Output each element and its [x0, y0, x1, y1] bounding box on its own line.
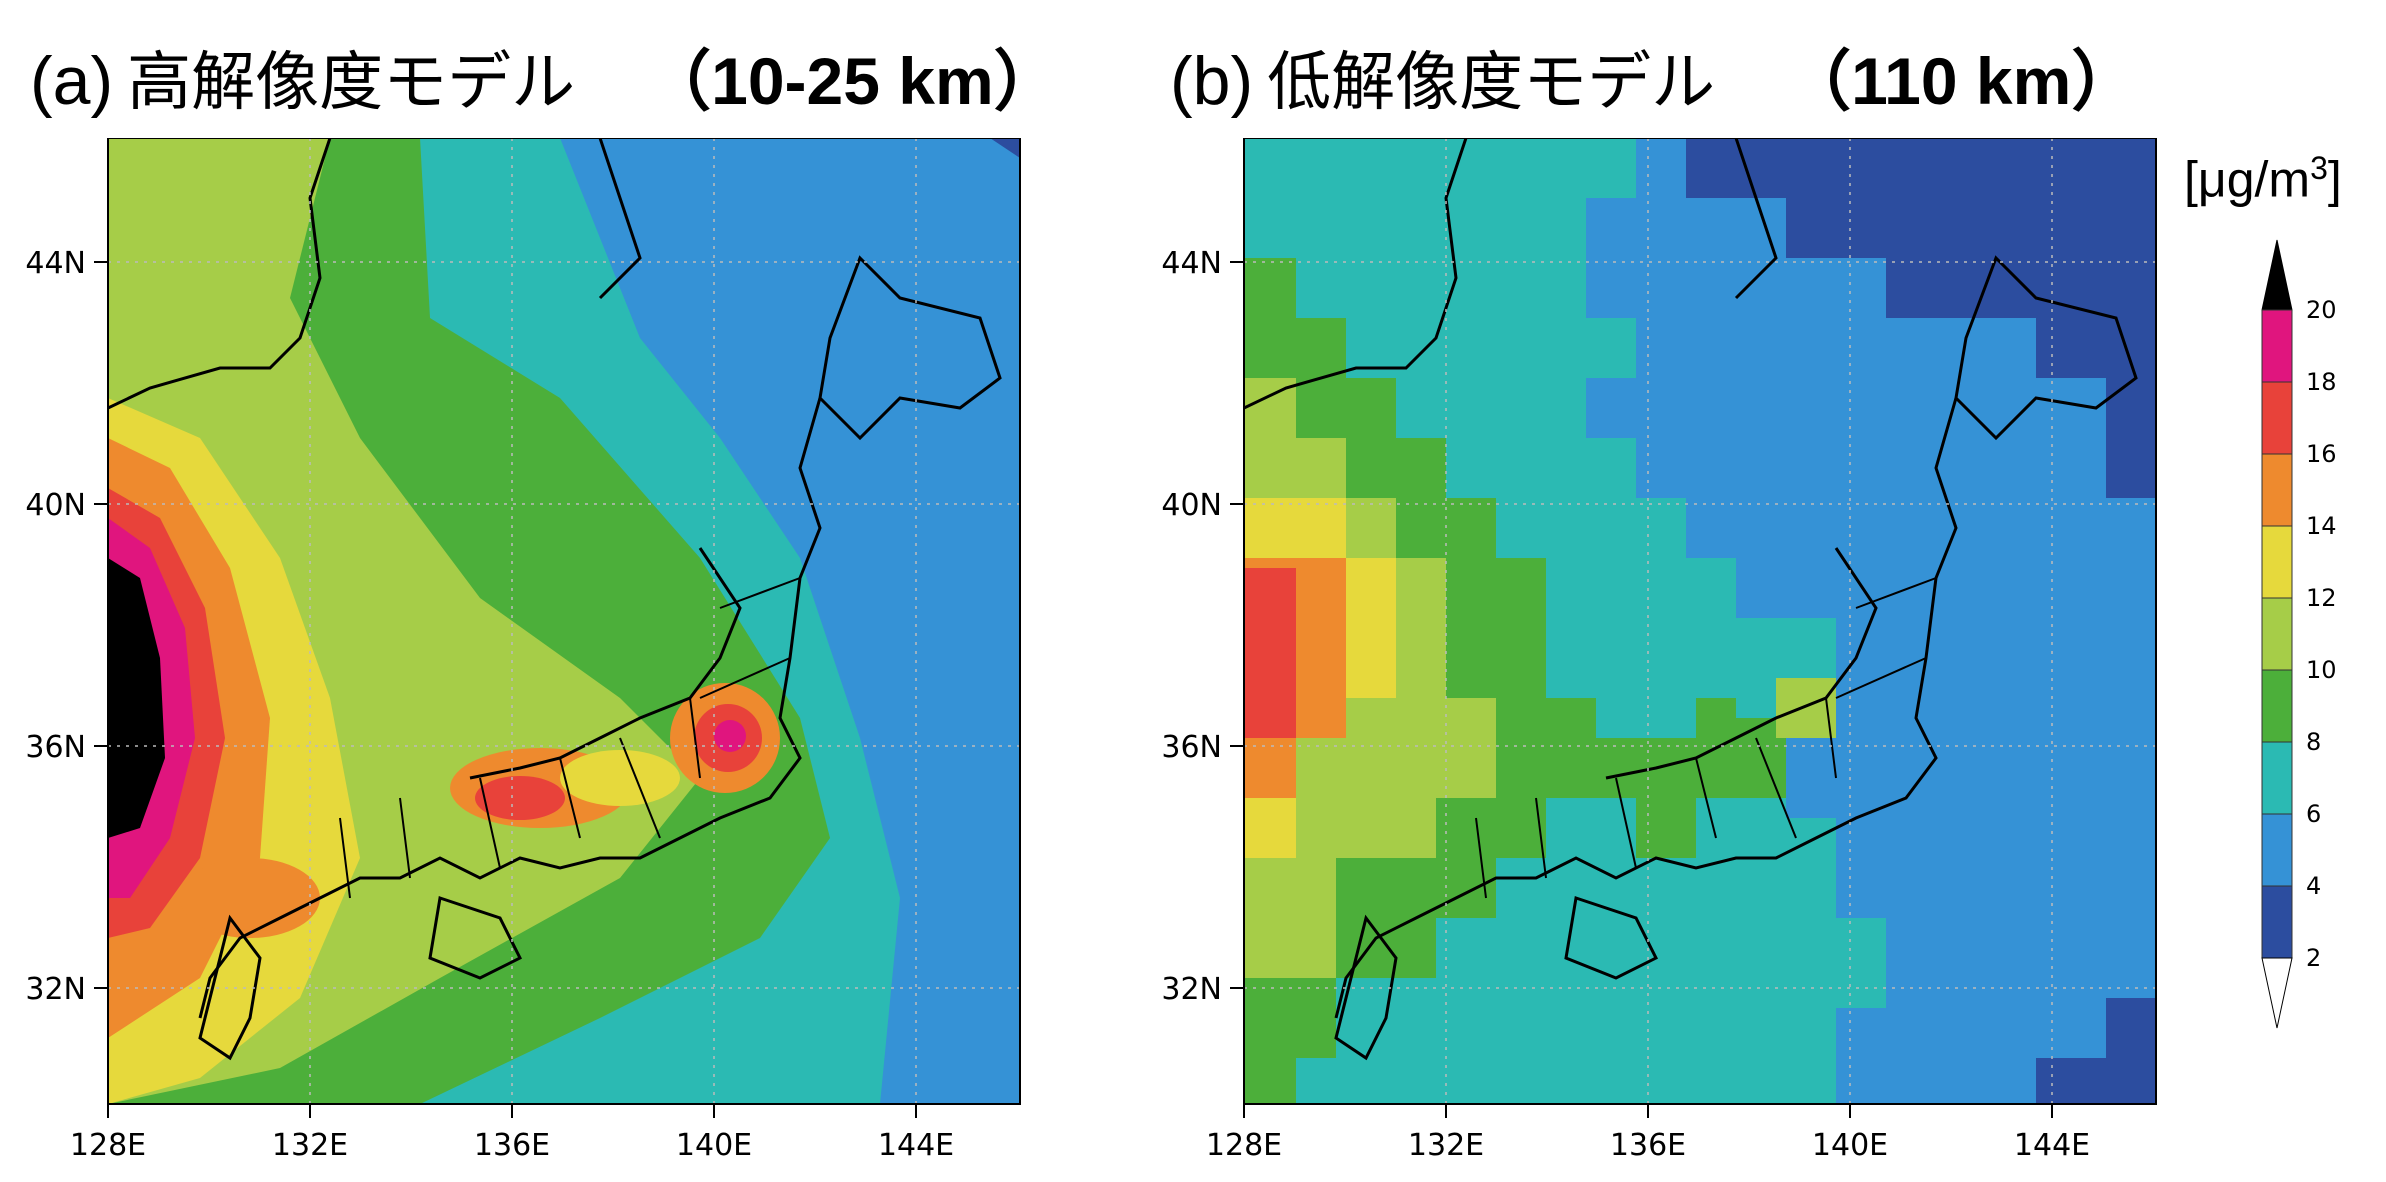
colorbar-unit-sup: 3	[2310, 150, 2328, 186]
panel-b-title: (b) 低解像度モデル （110 km）	[1170, 28, 2137, 124]
colorbar-labels: 20 18 16 14 12 10 8 6 4 2	[2306, 296, 2337, 972]
panel-a-title: (a) 高解像度モデル （10-25 km）	[30, 28, 1060, 124]
colorbar-swatch	[2261, 885, 2293, 959]
panel-b-ytick-36: 36N	[1161, 730, 1222, 765]
colorbar-swatch	[2261, 525, 2293, 599]
colorbar-label: 8	[2306, 728, 2321, 756]
colorbar-unit-text: [μg/m	[2184, 151, 2311, 208]
colorbar-swatch	[2261, 813, 2293, 887]
panel-a-boundaries	[339, 577, 801, 899]
panel-b-xtick-140: 140E	[1812, 1128, 1888, 1163]
colorbar-label: 2	[2306, 944, 2321, 972]
panel-b-frame	[1243, 137, 2157, 1105]
panel-b-xtick-144: 144E	[2014, 1128, 2090, 1163]
colorbar: 20 18 16 14 12 10 8 6 4 2	[2170, 0, 2386, 1176]
panel-a-xtick-136: 136E	[474, 1128, 550, 1163]
colorbar-swatch	[2261, 309, 2293, 383]
panel-a-xtick-140: 140E	[676, 1128, 752, 1163]
panel-a-labels: 128E 132E 136E 140E 144E 44N 40N 36N 32N	[25, 246, 954, 1163]
panel-a-name: 高解像度モデル	[127, 46, 576, 120]
panel-b-name: 低解像度モデル	[1267, 46, 1716, 120]
panel-a-xtick-128: 128E	[70, 1128, 146, 1163]
colorbar-svg: 20 18 16 14 12 10 8 6 4 2	[2261, 239, 2337, 1029]
panel-b-coastlines	[1244, 138, 2138, 1061]
colorbar-label: 18	[2306, 368, 2337, 396]
colorbar-swatch	[2261, 669, 2293, 743]
panel-a-ytick-32: 32N	[25, 972, 86, 1007]
panel-a-ytick-36: 36N	[25, 730, 86, 765]
panel-a-field	[108, 138, 1020, 1104]
panel-b-labels: 128E 132E 136E 140E 144E 44N 40N 36N 32N	[1161, 246, 2090, 1163]
colorbar-label: 16	[2306, 440, 2337, 468]
panel-b-ytick-40: 40N	[1161, 488, 1222, 523]
panel-b-ytick-44: 44N	[1161, 246, 1222, 281]
panel-a-map: 128E 132E 136E 140E 144E 44N 40N 36N 32N	[0, 137, 1021, 1163]
colorbar-unit: [μg/m3]	[2184, 150, 2342, 209]
panel-b-tag: (b)	[1170, 43, 1254, 119]
panel-b-svg: 128E 132E 136E 140E 144E 44N 40N 36N 32N	[1161, 137, 2157, 1163]
panel-a-xtick-132: 132E	[272, 1128, 348, 1163]
colorbar-swatch	[2261, 381, 2293, 455]
colorbar-unit-close: ]	[2327, 151, 2342, 208]
colorbar-label: 6	[2306, 800, 2321, 828]
colorbar-label: 14	[2306, 512, 2337, 540]
panel-b-xtick-132: 132E	[1408, 1128, 1484, 1163]
colorbar-over-triangle	[2261, 239, 2293, 311]
panel-a-ticks	[94, 261, 917, 1118]
panel-a-tag: (a)	[30, 43, 114, 119]
panel-b-ticks	[1230, 261, 2053, 1118]
panel-a-coastlines	[108, 138, 1002, 1061]
colorbar-label: 20	[2306, 296, 2337, 324]
panel-a-frame	[107, 137, 1021, 1105]
panel-a-resolution: （10-25 km）	[645, 44, 1060, 118]
colorbar-under-triangle	[2261, 957, 2293, 1029]
panel-b-ytick-32: 32N	[1161, 972, 1222, 1007]
panel-a-ytick-44: 44N	[25, 246, 86, 281]
colorbar-swatch	[2261, 741, 2293, 815]
colorbar-swatches	[2261, 239, 2293, 1029]
panel-a-xtick-144: 144E	[878, 1128, 954, 1163]
panel-b-map: 128E 132E 136E 140E 144E 44N 40N 36N 32N	[1136, 137, 2157, 1163]
panel-b-xtick-136: 136E	[1610, 1128, 1686, 1163]
colorbar-label: 12	[2306, 584, 2337, 612]
panel-b-resolution: （110 km）	[1785, 44, 2138, 118]
colorbar-label: 10	[2306, 656, 2337, 684]
colorbar-label: 4	[2306, 872, 2321, 900]
panel-a-ytick-40: 40N	[25, 488, 86, 523]
panel-a-svg: 128E 132E 136E 140E 144E 44N 40N 36N 32N	[25, 137, 1021, 1163]
colorbar-swatch	[2261, 597, 2293, 671]
panel-b-xtick-128: 128E	[1206, 1128, 1282, 1163]
panel-b-boundaries	[1475, 577, 1937, 899]
colorbar-swatch	[2261, 453, 2293, 527]
